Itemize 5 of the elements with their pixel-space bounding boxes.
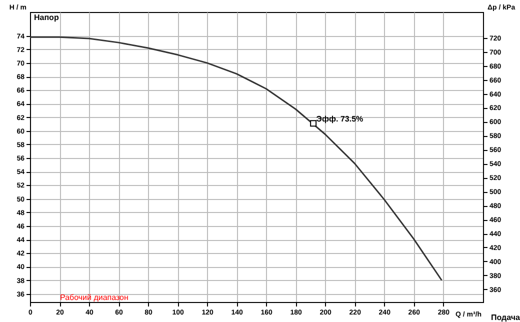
annotation: Эфф. 73.5% bbox=[316, 114, 364, 124]
text: Подача bbox=[491, 313, 520, 322]
annotation: Рабочий диапазон bbox=[60, 293, 128, 302]
annotation: Напор bbox=[34, 13, 59, 22]
line-series bbox=[29, 36, 442, 282]
